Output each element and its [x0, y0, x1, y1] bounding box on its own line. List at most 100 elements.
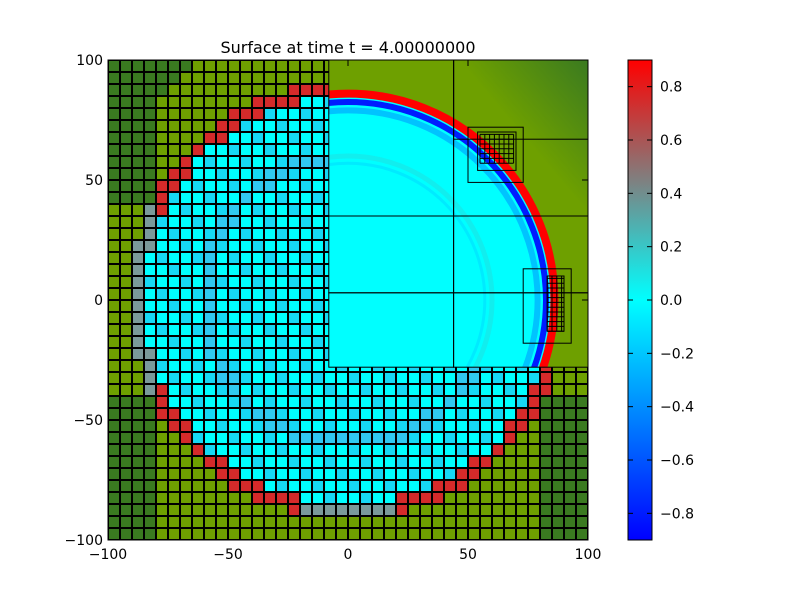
- grid-cell: [108, 479, 121, 493]
- grid-cell: [323, 443, 337, 457]
- grid-cell: [287, 443, 301, 457]
- grid-cell: [275, 275, 289, 289]
- grid-cell: [167, 179, 181, 193]
- grid-cell: [311, 419, 325, 433]
- grid-cell: [203, 479, 217, 493]
- grid-cell: [251, 431, 265, 445]
- grid-cell: [179, 107, 193, 121]
- grid-cell: [371, 455, 385, 469]
- grid-cell: [227, 443, 241, 457]
- grid-cell: [179, 359, 193, 373]
- grid-cell: [455, 527, 469, 540]
- grid-cell: [455, 419, 469, 433]
- grid-cell: [275, 503, 289, 517]
- grid-cell: [167, 395, 181, 409]
- grid-cell: [215, 251, 229, 265]
- grid-cell: [275, 131, 289, 145]
- grid-cell: [419, 419, 433, 433]
- grid-cell: [575, 407, 588, 421]
- grid-cell: [287, 287, 301, 301]
- grid-cell: [191, 491, 205, 505]
- grid-cell: [239, 155, 253, 169]
- grid-cell: [131, 455, 145, 469]
- grid-cell: [311, 299, 325, 313]
- grid-cell: [383, 467, 397, 481]
- grid-cell: [491, 503, 505, 517]
- grid-cell: [479, 503, 493, 517]
- grid-cell: [287, 311, 301, 325]
- grid-cell: [299, 527, 313, 540]
- grid-cell: [371, 383, 385, 397]
- grid-cell: [191, 371, 205, 385]
- grid-cell: [143, 491, 157, 505]
- grid-cell: [431, 443, 445, 457]
- grid-cell: [179, 155, 193, 169]
- grid-cell: [167, 215, 181, 229]
- grid-cell: [167, 443, 181, 457]
- grid-cell: [108, 287, 121, 301]
- grid-cell: [191, 143, 205, 157]
- grid-cell: [335, 479, 349, 493]
- grid-cell: [215, 191, 229, 205]
- grid-cell: [263, 155, 277, 169]
- grid-cell: [131, 131, 145, 145]
- grid-cell: [419, 431, 433, 445]
- grid-cell: [203, 491, 217, 505]
- grid-cell: [179, 143, 193, 157]
- grid-cell: [143, 131, 157, 145]
- y-tick-label: 0: [94, 293, 103, 309]
- grid-cell: [299, 107, 313, 121]
- grid-cell: [227, 83, 241, 97]
- grid-cell: [323, 515, 337, 529]
- grid-cell: [275, 251, 289, 265]
- grid-cell: [251, 275, 265, 289]
- grid-cell: [431, 527, 445, 540]
- grid-cell: [239, 467, 253, 481]
- grid-cell: [287, 215, 301, 229]
- grid-cell: [251, 239, 265, 253]
- grid-cell: [311, 143, 325, 157]
- grid-cell: [455, 479, 469, 493]
- grid-cell: [179, 167, 193, 181]
- grid-cell: [143, 239, 157, 253]
- grid-cell: [431, 407, 445, 421]
- grid-cell: [251, 335, 265, 349]
- grid-cell: [299, 311, 313, 325]
- grid-cell: [143, 299, 157, 313]
- grid-cell: [503, 431, 517, 445]
- grid-cell: [108, 359, 121, 373]
- grid-cell: [131, 527, 145, 540]
- grid-cell: [239, 179, 253, 193]
- grid-cell: [323, 455, 337, 469]
- grid-cell: [131, 443, 145, 457]
- grid-cell: [155, 83, 169, 97]
- grid-cell: [251, 347, 265, 361]
- grid-cell: [179, 275, 193, 289]
- grid-cell: [275, 215, 289, 229]
- grid-cell: [227, 155, 241, 169]
- grid-cell: [143, 335, 157, 349]
- grid-cell: [227, 311, 241, 325]
- grid-cell: [551, 467, 565, 481]
- grid-cell: [215, 167, 229, 181]
- grid-cell: [551, 395, 565, 409]
- grid-cell: [131, 431, 145, 445]
- grid-cell: [491, 431, 505, 445]
- grid-cell: [299, 335, 313, 349]
- plot-area: [108, 60, 588, 540]
- grid-cell: [299, 275, 313, 289]
- grid-cell: [167, 287, 181, 301]
- grid-cell: [155, 335, 169, 349]
- grid-cell: [215, 71, 229, 85]
- grid-cell: [395, 383, 409, 397]
- y-tick-label: 100: [76, 53, 103, 69]
- grid-cell: [203, 119, 217, 133]
- grid-cell: [263, 527, 277, 540]
- grid-cell: [443, 371, 457, 385]
- grid-cell: [443, 503, 457, 517]
- grid-cell: [539, 383, 553, 397]
- grid-cell: [527, 527, 541, 540]
- grid-cell: [167, 335, 181, 349]
- grid-cell: [131, 191, 145, 205]
- grid-cell: [143, 527, 157, 540]
